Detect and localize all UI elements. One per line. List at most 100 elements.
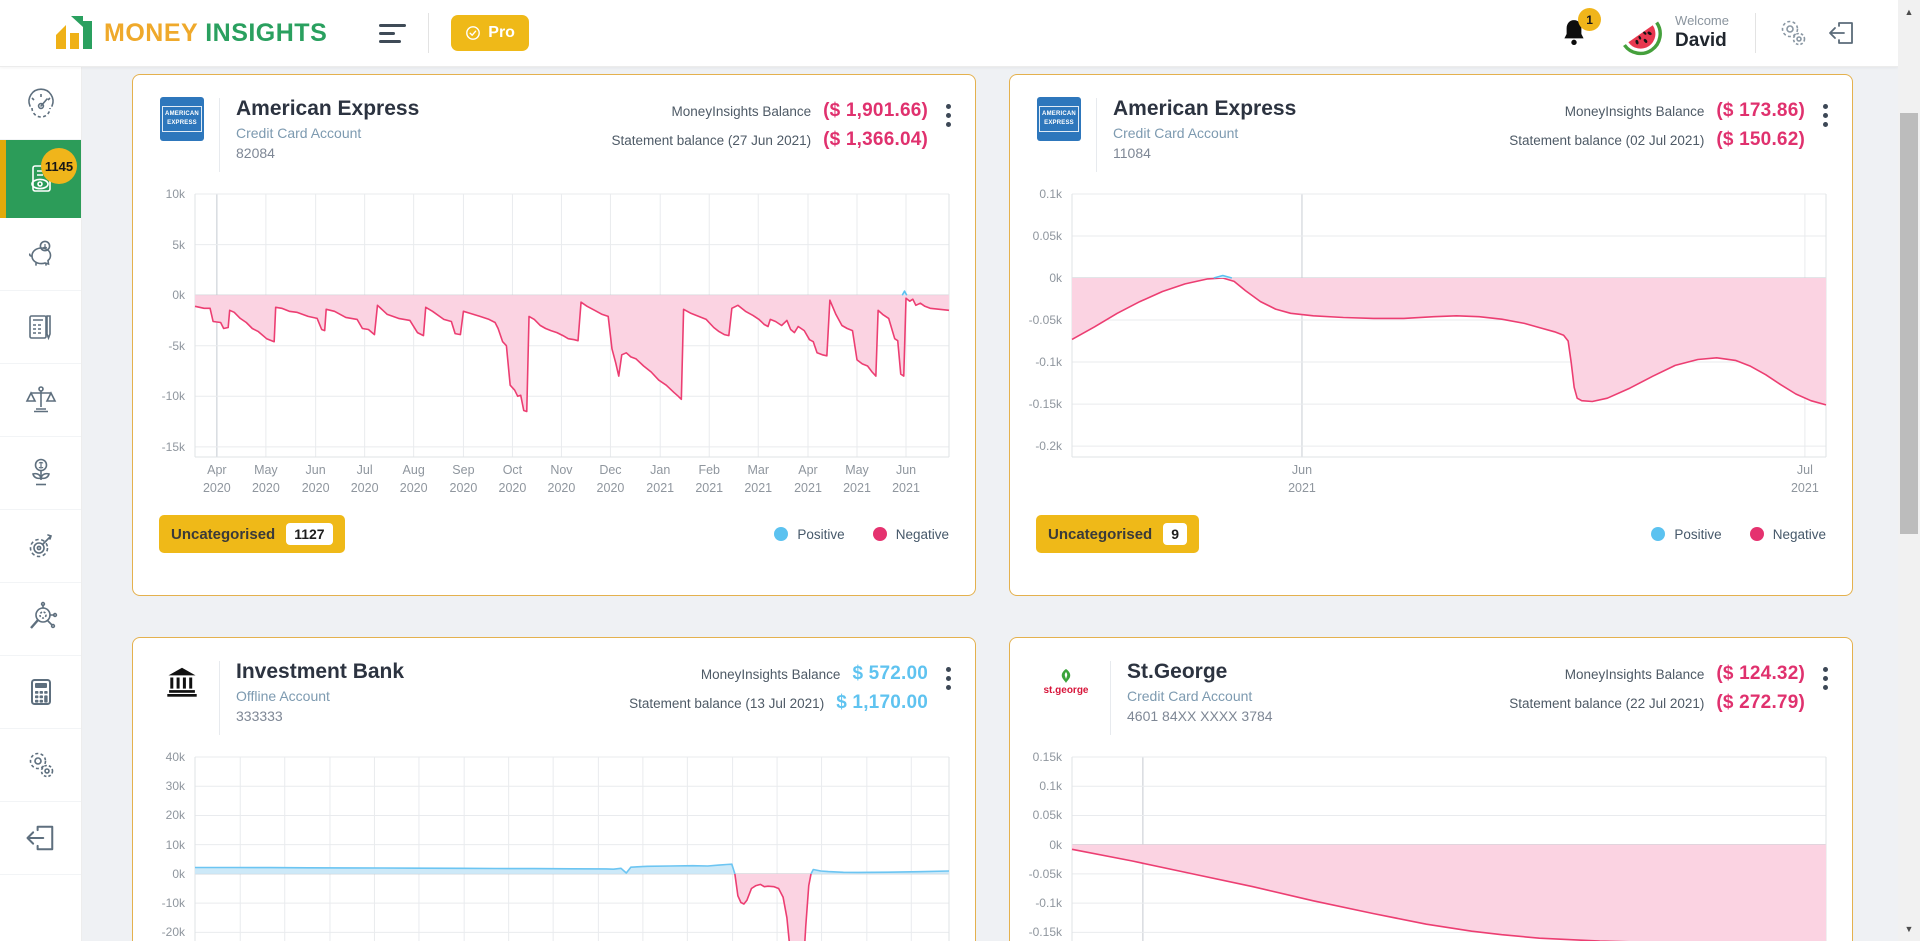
y-tick-label: 0.05k xyxy=(1032,808,1062,823)
balance-chart[interactable]: 10k 5k 0k -5k -10k -15k Apr 2020 May 2020 Jun 2020… xyxy=(133,187,949,501)
y-tick-label: 40k xyxy=(165,750,185,764)
sidebar-item-budget[interactable] xyxy=(0,291,81,364)
statement-label: Statement balance (27 Jun 2021) xyxy=(611,132,812,148)
sidebar-item-goals[interactable] xyxy=(0,510,81,583)
statement-value: ($ 1,366.04) xyxy=(823,129,928,150)
account-name: American Express xyxy=(236,97,420,120)
x-tick-label: Aug 2020 xyxy=(399,463,428,496)
sidebar-item-networth[interactable] xyxy=(0,364,81,437)
head-divider xyxy=(219,661,220,735)
stgeorge-wordmark: st.george xyxy=(1043,685,1089,696)
settings-gears-button[interactable] xyxy=(1776,16,1810,50)
app-logo[interactable]: MONEY INSIGHTS xyxy=(52,12,327,54)
y-tick-label: 0k xyxy=(172,288,185,303)
sidebar-item-accounts-active[interactable]: 1145 xyxy=(0,140,81,218)
positive-legend-dot xyxy=(1651,527,1666,541)
sidebar-item-investments[interactable] xyxy=(0,437,81,510)
x-tick-label: Jan 2021 xyxy=(646,463,675,496)
goal-target-gear-icon xyxy=(29,534,52,558)
watermelon-avatar[interactable] xyxy=(1617,10,1663,56)
balance-chart[interactable]: 0.15k0.1k0.05k0k-0.05k-0.1k-0.15k-0.2k-0… xyxy=(1010,750,1826,941)
balance-label: MoneyInsights Balance xyxy=(1564,103,1705,119)
sidebar-item-savings[interactable] xyxy=(0,218,81,291)
y-tick-label: -0.15k xyxy=(1028,925,1062,940)
y-tick-label: -0.1k xyxy=(1035,896,1062,911)
y-tick-label: -10k xyxy=(161,389,185,404)
sidebar-item-logout[interactable] xyxy=(0,802,81,875)
y-tick-label: -20k xyxy=(161,925,185,940)
hamburger-menu-icon[interactable] xyxy=(379,23,407,43)
card-menu-kebab[interactable] xyxy=(1823,667,1828,690)
header-divider xyxy=(1755,13,1756,53)
statement-value: $ 1,170.00 xyxy=(836,692,928,713)
card-menu-kebab[interactable] xyxy=(946,667,951,690)
balance-label: MoneyInsights Balance xyxy=(671,103,812,119)
y-tick-label: 20k xyxy=(165,808,185,823)
x-tick-label: Apr 2020 xyxy=(202,463,231,496)
uncategorised-button[interactable]: Uncategorised 9 xyxy=(1036,515,1199,553)
card-menu-kebab[interactable] xyxy=(1823,104,1828,127)
scrollbar-thumb[interactable] xyxy=(1900,113,1918,534)
chart-x-axis: Jun 2021 Jul 2021 xyxy=(1072,461,1826,501)
account-number: 333333 xyxy=(236,708,283,725)
main-content: AMERICAN EXPRESS American Express Credit … xyxy=(82,67,1898,941)
brand-name: MONEY INSIGHTS xyxy=(104,18,328,47)
left-sidebar: 1145 xyxy=(0,67,82,941)
account-card-investment-bank: Investment Bank Offline Account 333333 M… xyxy=(132,637,976,941)
chart-plot-area[interactable] xyxy=(195,757,949,941)
balance-value: ($ 173.86) xyxy=(1716,100,1805,121)
statement-label: Statement balance (22 Jul 2021) xyxy=(1509,695,1705,711)
stgeorge-logo: st.george xyxy=(1036,659,1096,705)
pro-button[interactable]: Pro xyxy=(451,15,529,51)
card-menu-kebab[interactable] xyxy=(946,104,951,127)
chart-y-axis: 0.15k0.1k0.05k0k-0.05k-0.1k-0.15k-0.2k-0… xyxy=(1010,750,1072,941)
x-tick-label: Jun 2020 xyxy=(301,463,330,496)
chart-plot-area[interactable] xyxy=(1072,194,1826,457)
uncategorised-button[interactable]: Uncategorised 1127 xyxy=(159,515,345,553)
y-tick-label: 10k xyxy=(165,187,185,201)
page-scrollbar[interactable]: ▲ ▼ xyxy=(1898,0,1920,941)
gears-icon xyxy=(1781,20,1806,46)
x-tick-label: Jul 2020 xyxy=(350,463,379,496)
logo-bars-icon xyxy=(56,16,92,49)
y-tick-label: 0k xyxy=(172,866,185,881)
x-tick-label: Mar 2021 xyxy=(744,463,773,496)
settings-gears-icon xyxy=(29,752,53,778)
sidebar-item-analysis[interactable] xyxy=(0,583,81,656)
piggy-bank-icon xyxy=(28,240,51,266)
x-tick-label: Jul 2021 xyxy=(1790,463,1819,496)
notifications-bell[interactable]: 1 xyxy=(1559,8,1602,49)
balance-label: MoneyInsights Balance xyxy=(1564,666,1705,682)
x-tick-label: Dec 2020 xyxy=(596,463,625,496)
chart-plot-area[interactable] xyxy=(195,194,949,457)
calculator-icon xyxy=(30,679,51,705)
uncategorised-total-badge: 1145 xyxy=(41,148,77,184)
scrollbar-up-arrow[interactable]: ▲ xyxy=(1904,7,1914,17)
y-tick-label: -0.05k xyxy=(1028,866,1062,881)
budget-calculator-pencil-icon xyxy=(28,315,51,341)
sidebar-item-calculator[interactable] xyxy=(0,656,81,729)
chart-legend: Positive Negative xyxy=(1651,527,1826,542)
scrollbar-down-arrow[interactable]: ▼ xyxy=(1904,924,1914,934)
balance-scale-icon xyxy=(25,386,56,413)
account-card-stgeorge: st.george St.George Credit Card Account … xyxy=(1009,637,1853,941)
welcome-label: Welcome xyxy=(1675,13,1729,28)
chart-x-axis: Apr 2020 May 2020 Jun 2020 Jul 2020 Aug 2020 Sep 20… xyxy=(195,461,949,501)
x-tick-label: May 2020 xyxy=(251,463,280,496)
account-type: Credit Card Account xyxy=(1113,125,1239,142)
user-name: David xyxy=(1675,30,1727,52)
analysis-search-icon xyxy=(29,601,57,629)
sidebar-item-settings[interactable] xyxy=(0,729,81,802)
uncategorised-count: 9 xyxy=(1163,523,1187,545)
chart-y-axis: 0.1k 0.05k 0k -0.05k -0.1k -0.15k -0.2k xyxy=(1010,187,1072,501)
balance-chart[interactable]: 0.1k 0.05k 0k -0.05k -0.1k -0.15k -0.2k Jun 202… xyxy=(1010,187,1826,501)
account-name: American Express xyxy=(1113,97,1297,120)
sidebar-item-dashboard[interactable] xyxy=(0,67,81,140)
chart-y-axis: 10k 5k 0k -5k -10k -15k xyxy=(133,187,195,501)
logout-button[interactable] xyxy=(1826,17,1858,49)
chart-legend: Positive Negative xyxy=(774,527,949,542)
chart-plot-area[interactable] xyxy=(1072,757,1826,941)
x-tick-label: Sep 2020 xyxy=(449,463,478,496)
